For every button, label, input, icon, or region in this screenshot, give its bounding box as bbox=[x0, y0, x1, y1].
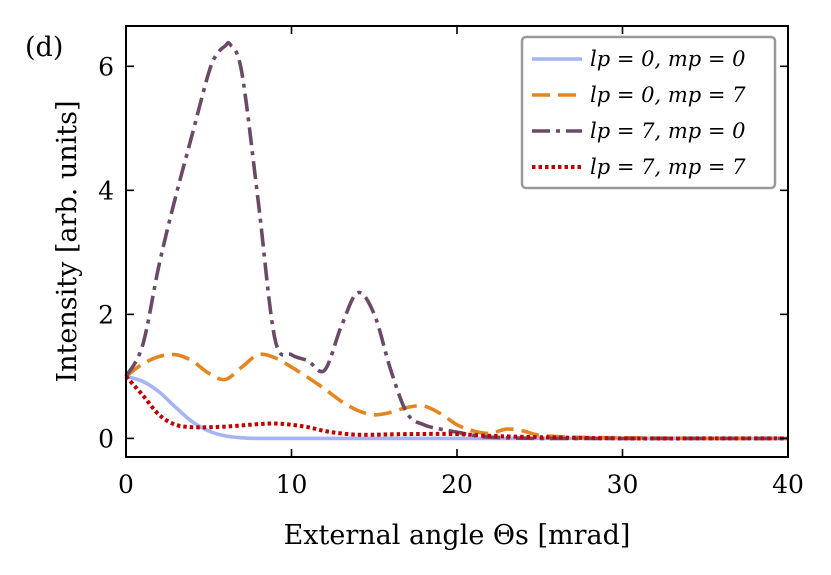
series-line-3 bbox=[124, 40, 788, 441]
legend-label: lp = 0, mp = 7 bbox=[590, 83, 746, 107]
y-axis-label: Intensity [arb. units] bbox=[52, 100, 83, 382]
legend-box bbox=[520, 35, 777, 190]
x-tick-label: 10 bbox=[276, 470, 308, 499]
legend-label: lp = 7, mp = 0 bbox=[590, 119, 745, 143]
legend-label: lp = 7, mp = 7 bbox=[590, 155, 746, 179]
y-tick-label: 0 bbox=[98, 424, 114, 453]
x-tick-label: 30 bbox=[607, 470, 639, 499]
legend: lp = 0, mp = 0 lp = 0, mp = 7 lp = 7, mp =… bbox=[520, 35, 777, 190]
series-line-4 bbox=[124, 375, 788, 441]
legend-label: lp = 0, mp = 0 bbox=[590, 47, 745, 71]
y-tick-label: 2 bbox=[98, 300, 114, 329]
y-tick-label: 6 bbox=[98, 52, 114, 81]
ticks-layer: 0 10 20 30 40 0 2 4 6 bbox=[98, 26, 804, 499]
x-tick-label: 40 bbox=[772, 470, 804, 499]
x-tick-label: 0 bbox=[118, 470, 134, 499]
series-line-2 bbox=[124, 352, 789, 441]
series-layer bbox=[124, 40, 789, 441]
series-line-1 bbox=[125, 374, 788, 441]
x-axis-label: External angle Θs [mrad] bbox=[284, 520, 631, 551]
x-tick-label: 20 bbox=[441, 470, 473, 499]
y-tick-label: 4 bbox=[98, 176, 114, 205]
panel-label: (d) bbox=[25, 32, 63, 63]
